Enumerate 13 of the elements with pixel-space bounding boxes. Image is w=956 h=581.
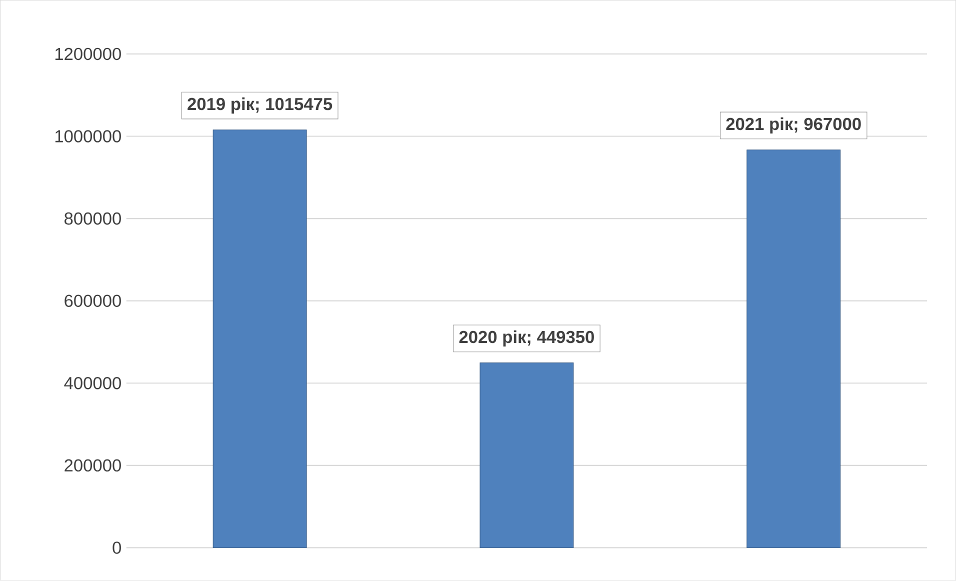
data-label: 2020 рік; 449350 — [459, 330, 594, 347]
bar — [212, 130, 307, 548]
bar — [480, 362, 574, 548]
bar — [746, 150, 841, 548]
y-tick-label: 1200000 — [55, 48, 121, 60]
y-tick-label: 200000 — [64, 459, 121, 472]
data-label: 2019 рік; 1015475 — [188, 98, 332, 114]
y-tick-label: 0 — [112, 542, 121, 554]
y-tick-label: 1000000 — [55, 130, 121, 143]
y-tick-label: 400000 — [64, 377, 121, 390]
data-label: 2021 рік; 967000 — [726, 118, 861, 134]
y-tick-label: 600000 — [64, 294, 121, 308]
y-tick-label: 800000 — [64, 212, 121, 225]
